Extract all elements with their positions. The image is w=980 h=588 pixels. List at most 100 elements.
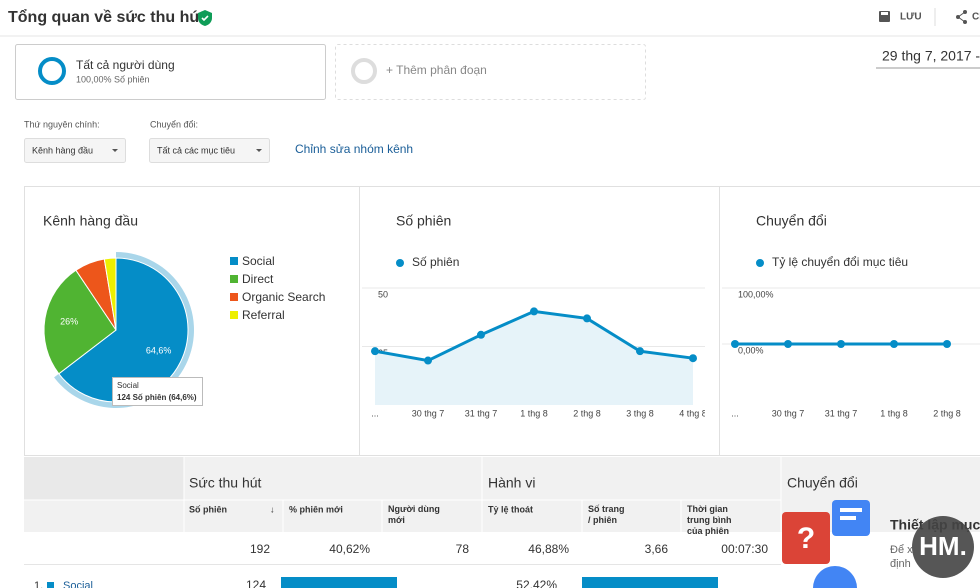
- point: [890, 340, 898, 348]
- conversion-dropdown[interactable]: [149, 138, 270, 163]
- point: [530, 307, 538, 316]
- total-cell: 40,62%: [329, 542, 370, 556]
- point: [636, 347, 644, 356]
- group-header: Sức thu hút: [189, 475, 262, 491]
- panel-title: Số phiên: [396, 213, 451, 229]
- panel-title: Kênh hàng đầu: [43, 213, 138, 229]
- column-header[interactable]: Thời gian trung bình của phiên: [687, 504, 732, 536]
- x-tick-label: 2 thg 8: [573, 408, 601, 418]
- save-button[interactable]: LƯU: [900, 12, 922, 23]
- y-tick-label: 50: [378, 289, 388, 299]
- edit-channel-link[interactable]: Chỉnh sửa nhóm kênh: [295, 142, 413, 156]
- segment-icon: [38, 57, 66, 85]
- x-tick-label: 30 thg 7: [412, 408, 445, 418]
- date-range[interactable]: 29 thg 7, 2017 -: [882, 48, 980, 64]
- row-cell: 124: [246, 578, 266, 588]
- column-header[interactable]: Số trang / phiên: [588, 504, 625, 525]
- watermark: HM.: [919, 531, 967, 561]
- column-header[interactable]: % phiên mới: [289, 504, 343, 514]
- legend-label: Referral: [242, 308, 285, 322]
- tooltip-text: 124 Số phiên (64,6%): [117, 393, 197, 402]
- row-name[interactable]: Social: [63, 580, 93, 588]
- point: [689, 354, 697, 363]
- promo-icon: [782, 512, 830, 564]
- x-tick-label: 2 thg 8: [933, 408, 961, 418]
- tooltip: [112, 377, 203, 406]
- x-tick-label: 1 thg 8: [520, 408, 548, 418]
- area: [375, 311, 693, 405]
- legend-dot: [756, 259, 764, 267]
- point: [424, 356, 432, 365]
- column-header[interactable]: Người dùng mới: [388, 504, 440, 525]
- group-header: Hành vi: [488, 475, 535, 491]
- promo-text: định: [890, 558, 911, 570]
- y-tick-label: 100,00%: [738, 289, 774, 299]
- svg-text:?: ?: [797, 522, 815, 555]
- x-tick-label: 1 thg 8: [880, 408, 908, 418]
- point: [477, 330, 485, 339]
- pie-slice: [58, 257, 189, 403]
- point: [837, 340, 845, 348]
- total-cell: 00:07:30: [721, 542, 768, 556]
- legend-swatch: [230, 311, 238, 319]
- x-tick-label: 4 thg 8: [679, 408, 707, 418]
- y-tick-label: 0,00%: [738, 345, 764, 355]
- share-button[interactable]: CI: [972, 12, 980, 23]
- segment-card[interactable]: [15, 44, 326, 100]
- panel-title: Chuyển đổi: [756, 213, 827, 229]
- point: [583, 314, 591, 323]
- slice-label: 64,6%: [146, 345, 172, 355]
- x-tick-label: 31 thg 7: [825, 408, 858, 418]
- add-segment[interactable]: [335, 44, 646, 100]
- conversion-label: Chuyển đổi:: [150, 119, 198, 129]
- point: [731, 340, 739, 348]
- x-tick-label: 3 thg 8: [626, 408, 654, 418]
- segment-name: Tất cả người dùng: [76, 58, 175, 72]
- total-cell: 46,88%: [528, 542, 569, 556]
- sort-indicator: ↓: [270, 504, 275, 514]
- group-header: Chuyển đổi: [787, 475, 858, 491]
- legend-swatch: [230, 275, 238, 283]
- legend-label: Số phiên: [412, 255, 459, 269]
- x-tick-label: 31 thg 7: [465, 408, 498, 418]
- legend-swatch: [230, 257, 238, 265]
- point: [371, 347, 379, 356]
- tooltip-title: Social: [117, 381, 139, 390]
- legend-label: Social: [242, 254, 275, 268]
- page-title: Tổng quan về sức thu hút: [8, 8, 205, 26]
- plot: 2550...30 thg 731 thg 71 thg 82 thg 83 t…: [362, 287, 707, 418]
- add-segment-label[interactable]: + Thêm phân đoạn: [386, 63, 487, 77]
- point: [784, 340, 792, 348]
- promo-text: Để x: [890, 544, 913, 556]
- total-cell: 78: [456, 542, 470, 556]
- watermark-badge: [912, 516, 974, 578]
- legend-label: Direct: [242, 272, 274, 286]
- column-header[interactable]: Tỷ lệ thoát: [488, 504, 533, 514]
- legend-dot: [396, 259, 404, 267]
- pie-slice: [103, 257, 117, 331]
- primary-dimension-label: Thứ nguyên chính:: [24, 119, 100, 129]
- x-tick-label: ...: [371, 408, 379, 418]
- total-cell: 3,66: [645, 542, 669, 556]
- legend-swatch: [230, 293, 238, 301]
- row-bar: [281, 577, 397, 588]
- column-header[interactable]: Số phiên: [189, 504, 227, 514]
- segment-detail: 100,00% Số phiên: [76, 74, 150, 84]
- x-tick-label: 30 thg 7: [772, 408, 805, 418]
- x-tick-label: ...: [731, 408, 739, 418]
- share-icon[interactable]: [956, 10, 967, 24]
- row-bar: [582, 577, 718, 588]
- primary-dropdown[interactable]: [24, 138, 126, 163]
- total-cell: 192: [250, 542, 270, 556]
- row-rank: 1.: [34, 580, 43, 588]
- plot: 0,00% 100,00%... 30 thg 7 31 thg 7 1 thg 8 2 …: [722, 287, 980, 418]
- legend-label: Organic Search: [242, 290, 325, 304]
- point: [943, 340, 951, 348]
- row-cell: 52,42%: [516, 578, 557, 588]
- primary-dropdown-value[interactable]: Kênh hàng đầu: [32, 145, 93, 155]
- conversion-dropdown-value[interactable]: Tất cả các mục tiêu: [157, 145, 235, 155]
- pie-slice: [43, 269, 117, 375]
- legend-label: Tỷ lệ chuyển đổi mục tiêu: [772, 255, 908, 269]
